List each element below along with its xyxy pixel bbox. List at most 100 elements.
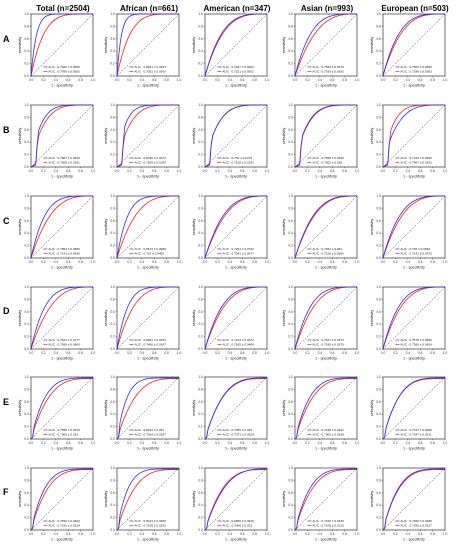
y-tick-label: 0.2	[376, 153, 381, 157]
panel-frame	[30, 195, 94, 259]
y-tick-label: 0.0	[376, 256, 381, 260]
legend-auc-red: AUC : 0.7108 ± 0.0213	[312, 524, 344, 528]
x-tick-label: 0.2	[41, 351, 46, 355]
y-tick-label: 0.8	[376, 24, 381, 28]
x-tick-label: 0.6	[330, 441, 335, 445]
x-tick-label: 0.8	[252, 351, 257, 355]
x-tick-label: 0.6	[152, 441, 157, 445]
x-tick-label: 1.0	[443, 78, 448, 82]
x-axis-label: 1 - specificity	[315, 84, 337, 88]
y-tick-label: 0.8	[110, 478, 115, 482]
chance-diagonal	[116, 376, 180, 440]
legend-auc-blue: AUC : 0.7233 ± 0.0262	[400, 156, 432, 160]
legend-auc-red: AUC : 0.7071 ± 0.0224	[222, 433, 254, 437]
panel-frame	[204, 13, 268, 77]
legend-auc-red: AUC : 0.7466 ± 0.0347	[134, 343, 166, 347]
y-tick-label: 0.2	[24, 335, 29, 339]
y-tick-label: 0.2	[376, 335, 381, 339]
y-axis-label: sensitivity	[192, 37, 196, 54]
x-tick-label: 0.8	[164, 260, 169, 264]
y-tick-label: 0.4	[376, 322, 381, 326]
chance-diagonal	[116, 195, 180, 259]
row-label-e: E	[3, 397, 10, 407]
legend-auc-red: AUC : 0.7502 ± 0.018	[312, 161, 342, 165]
y-axis-label: sensitivity	[104, 400, 108, 417]
y-tick-label: 0.0	[376, 74, 381, 78]
legend-auc-red: AUC : 0.7116 ± 0.0394	[312, 252, 344, 256]
legend-auc-blue: AUC : 0.7467 ± 0.0402	[222, 65, 254, 69]
y-tick-label: 0.0	[198, 165, 203, 169]
x-tick-label: 0.6	[240, 260, 245, 264]
y-tick-label: 1.0	[376, 466, 381, 470]
x-tick-label: 0.0	[203, 169, 208, 173]
x-tick-label: 0.8	[430, 78, 435, 82]
x-axis-label: 1 - specificity	[315, 175, 337, 179]
column-title-european: European (n=503)	[381, 4, 449, 13]
x-tick-label: 1.0	[355, 78, 360, 82]
x-tick-label: 0.4	[54, 260, 59, 264]
y-tick-label: 0.8	[288, 478, 293, 482]
roc-panel-d-3: 0.00.0 0.2 0.2 0.4 0.4 0.6 0.6 0.8 0.8 1.0 1.0 1 - …	[192, 285, 269, 361]
x-tick-label: 1.0	[91, 532, 96, 536]
roc-curve-red	[30, 378, 93, 440]
panel-frame	[294, 376, 358, 440]
x-tick-label: 0.6	[66, 351, 71, 355]
legend-auc-blue: AUC : 0.6866 ± 0.0315	[222, 519, 254, 523]
legend-auc-red: AUC : 0.7296 ± 0.0363	[400, 70, 432, 74]
x-tick-label: 1.0	[177, 78, 182, 82]
y-tick-label: 0.6	[288, 37, 293, 41]
x-tick-label: 1.0	[177, 532, 182, 536]
x-axis-label: 1 - specificity	[137, 266, 159, 270]
x-tick-label: 0.4	[140, 441, 145, 445]
x-tick-label: 0.6	[418, 441, 423, 445]
roc-panel-f-1: 0.00.0 0.2 0.2 0.4 0.4 0.6 0.6 0.8 0.8 1.0 1.0 1 - …	[18, 466, 95, 542]
y-tick-label: 0.2	[198, 62, 203, 66]
y-tick-label: 0.4	[110, 49, 115, 53]
y-tick-label: 0.2	[110, 62, 115, 66]
panel-frame	[116, 467, 180, 531]
y-tick-label: 0.6	[110, 219, 115, 223]
roc-curve-blue	[204, 468, 267, 531]
roc-curve-blue	[294, 104, 357, 168]
y-tick-label: 0.2	[24, 425, 29, 429]
y-axis-label: sensitivity	[282, 310, 286, 327]
y-tick-label: 0.8	[110, 297, 115, 301]
legend-auc-red: AUC : 0.7508 ± 0.0181	[48, 161, 80, 165]
x-tick-label: 0.0	[115, 441, 120, 445]
y-tick-label: 0.4	[24, 49, 29, 53]
x-tick-label: 0.0	[115, 532, 120, 536]
roc-curve-blue	[382, 13, 445, 77]
panel-frame	[30, 286, 94, 350]
x-tick-label: 1.0	[443, 260, 448, 264]
x-tick-label: 0.2	[305, 78, 310, 82]
y-axis-label: sensitivity	[18, 491, 22, 508]
legend-auc-red: AUC : 0.7066 ± 0.022	[222, 524, 252, 528]
y-tick-label: 0.0	[198, 437, 203, 441]
y-tick-label: 1.0	[110, 285, 115, 289]
x-tick-label: 0.0	[29, 169, 34, 173]
legend-auc-red: AUC : 0.7096 ± 0.0505	[48, 70, 80, 74]
x-tick-label: 0.4	[318, 169, 323, 173]
y-tick-label: 1.0	[288, 194, 293, 198]
y-tick-label: 1.0	[376, 12, 381, 16]
y-tick-label: 0.2	[376, 62, 381, 66]
roc-panel-b-3: 0.00.0 0.2 0.2 0.4 0.4 0.6 0.6 0.8 0.8 1.0 1.0 1 - …	[192, 103, 269, 179]
x-axis-label: 1 - specificity	[315, 266, 337, 270]
roc-curve-blue	[116, 104, 179, 168]
x-tick-label: 0.8	[78, 78, 83, 82]
x-tick-label: 0.0	[381, 78, 386, 82]
x-tick-label: 1.0	[443, 532, 448, 536]
x-tick-label: 1.0	[443, 169, 448, 173]
legend-auc-red: AUC : 0.723 ± 0.0405	[134, 252, 164, 256]
y-tick-label: 1.0	[288, 466, 293, 470]
legend-auc-red: AUC : 0.7141 ± 0.0475	[400, 252, 432, 256]
y-tick-label: 0.4	[288, 231, 293, 235]
legend-auc-blue: AUC : 0.7594 ± 0.0579	[312, 65, 344, 69]
x-tick-label: 1.0	[177, 351, 182, 355]
legend-auc-blue: AUC : 0.7551 ± 0.0399	[400, 65, 432, 69]
y-axis-label: sensitivity	[192, 491, 196, 508]
y-tick-label: 0.0	[110, 256, 115, 260]
legend-auc-blue: AUC : 0.8345 ± 0.0372	[134, 156, 166, 160]
x-tick-label: 0.2	[215, 441, 220, 445]
x-tick-label: 0.4	[318, 441, 323, 445]
